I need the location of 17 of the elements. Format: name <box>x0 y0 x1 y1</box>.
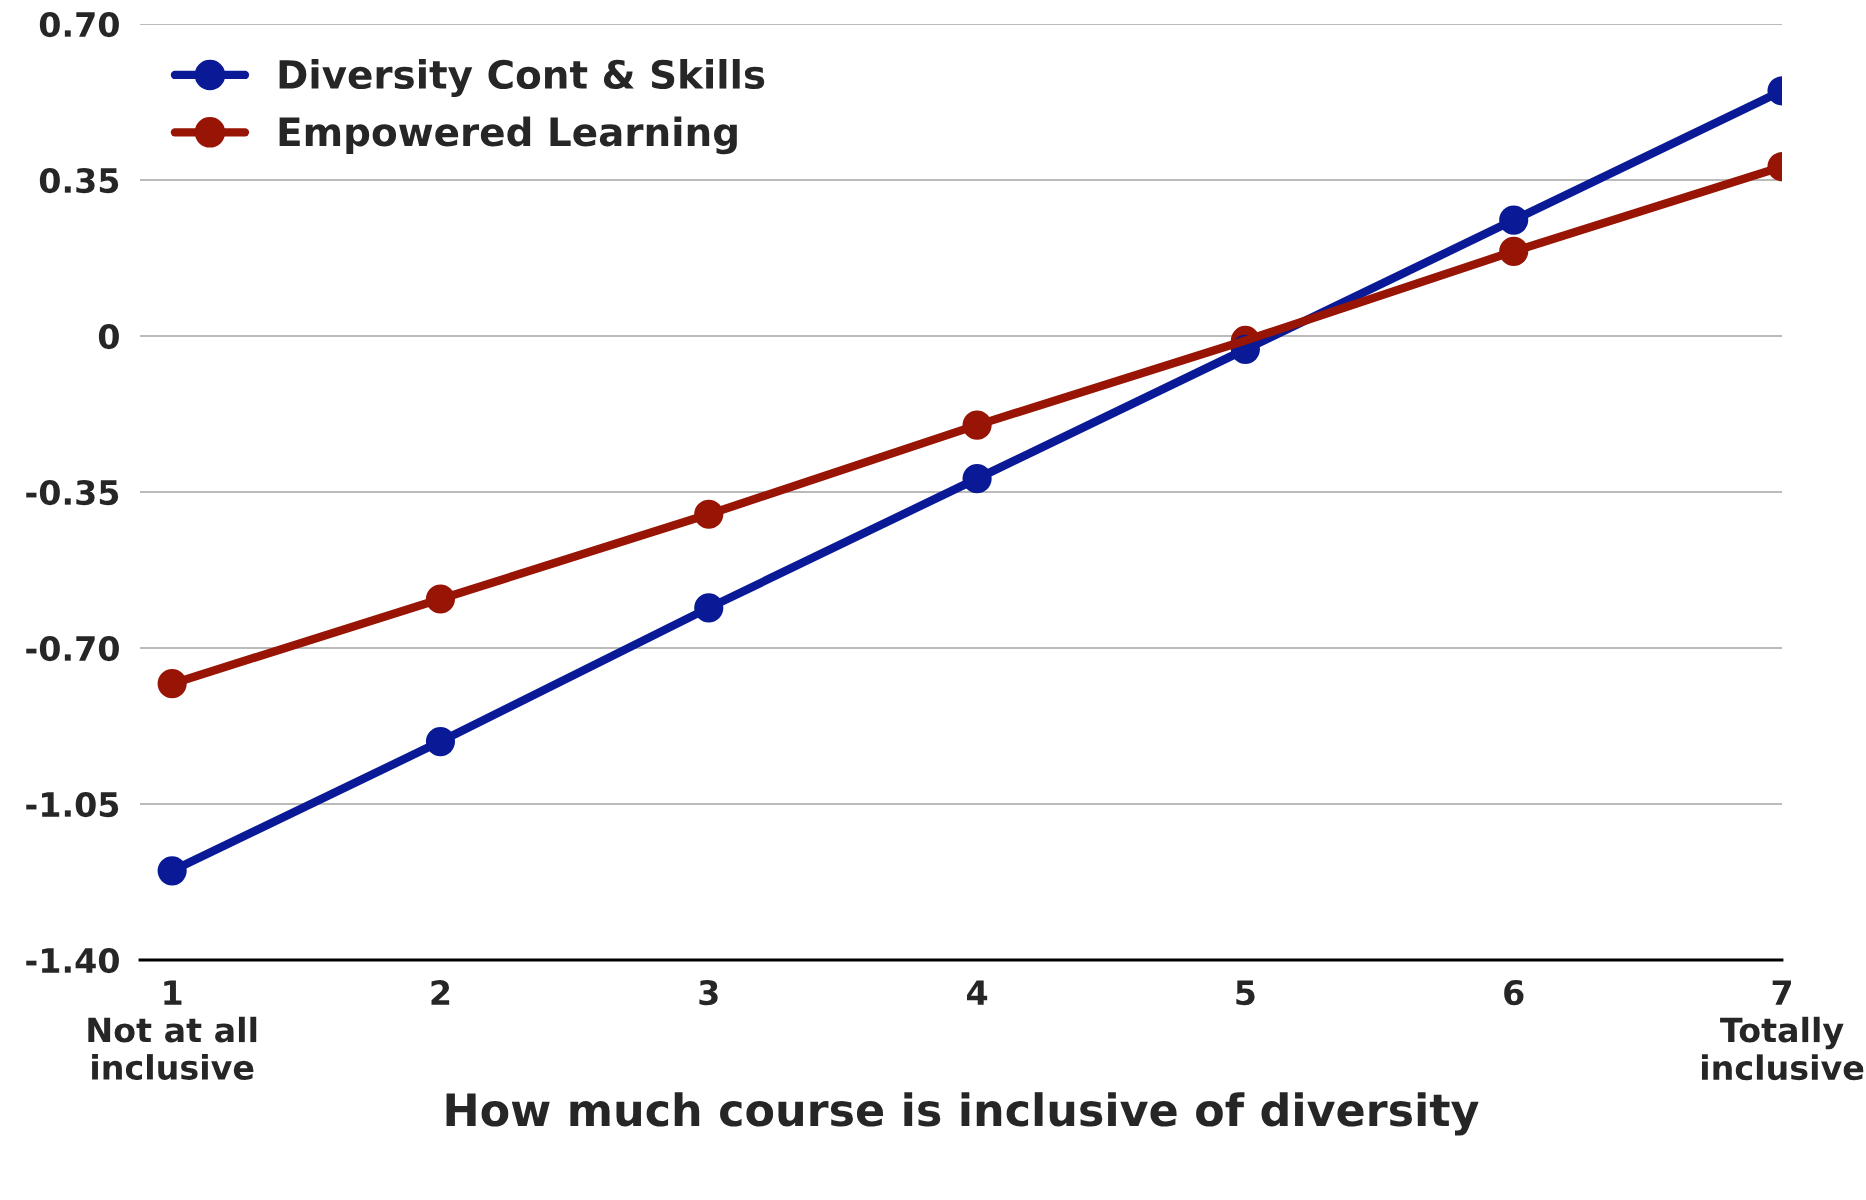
y-tick-label: -0.35 <box>26 479 119 506</box>
y-tick-label: -1.40 <box>26 947 119 974</box>
y-tick-label: 0 <box>98 323 119 350</box>
legend-label: Empowered Learning <box>279 116 737 155</box>
y-tick-label: -1.05 <box>26 791 119 818</box>
y-tick-label: 0.35 <box>39 167 119 194</box>
x-tick-label: 1 Not at all inclusive <box>88 980 257 1080</box>
y-tick-label: 0.70 <box>39 11 119 38</box>
x-tick-label: 4 <box>966 980 988 1005</box>
legend-label: Diversity Cont & Skills <box>279 59 765 97</box>
x-tick-label: 6 <box>1504 980 1524 1006</box>
x-tick-label: 5 <box>1236 980 1255 1006</box>
x-tick-label: 2 <box>431 980 450 1005</box>
x-axis-title: How much course is inclusive of diversity <box>446 1092 1479 1136</box>
y-tick-label: -0.70 <box>26 635 119 662</box>
x-tick-label: 7 Totally inclusive <box>1701 980 1864 1081</box>
x-tick-label: 3 <box>699 980 718 1006</box>
